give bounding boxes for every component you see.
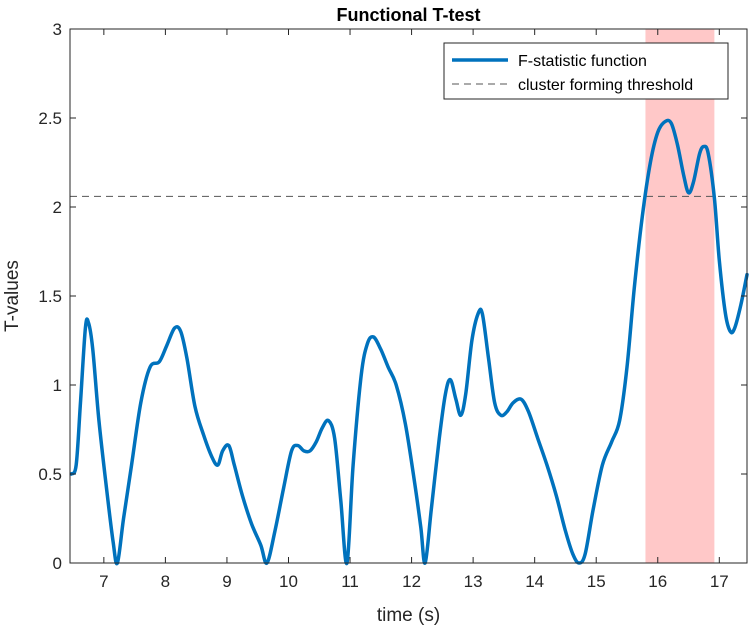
chart-title: Functional T-test: [337, 5, 481, 25]
tick-layer: 7 8 9 10 11 12 13 14 15 16 17 0 0.5 1 1.5 2 2.5 3: [38, 20, 747, 591]
series-layer: [69, 118, 749, 566]
y-tick-label: 1.5: [38, 287, 62, 306]
x-tick-label: 8: [161, 572, 170, 591]
x-tick-label: 14: [525, 572, 544, 591]
series-line-0: [69, 118, 749, 566]
legend-label-series: F-statistic function: [518, 53, 647, 70]
y-tick-label: 0: [53, 554, 62, 573]
y-tick-label: 1: [53, 376, 62, 395]
y-axis-label: T-values: [2, 260, 23, 332]
y-tick-label: 2: [53, 198, 62, 217]
y-tick-label: 0.5: [38, 465, 62, 484]
x-tick-label: 15: [587, 572, 606, 591]
x-tick-label: 11: [341, 572, 359, 591]
significant-cluster-region: [645, 29, 715, 563]
x-axis-label: time (s): [377, 605, 440, 626]
x-tick-label: 16: [648, 572, 667, 591]
x-tick-label: 13: [464, 572, 483, 591]
legend-box: [443, 42, 729, 100]
y-tick-label: 2.5: [38, 109, 62, 128]
y-tick-label: 3: [53, 20, 62, 39]
significant-region-layer: [645, 29, 715, 563]
x-tick-label: 9: [222, 572, 231, 591]
legend: F-statistic function cluster forming thr…: [443, 42, 729, 100]
x-tick-label: 17: [710, 572, 729, 591]
legend-label-threshold: cluster forming threshold: [518, 77, 693, 94]
x-tick-label: 12: [402, 572, 421, 591]
x-tick-label: 7: [99, 572, 108, 591]
x-tick-label: 10: [279, 572, 298, 591]
